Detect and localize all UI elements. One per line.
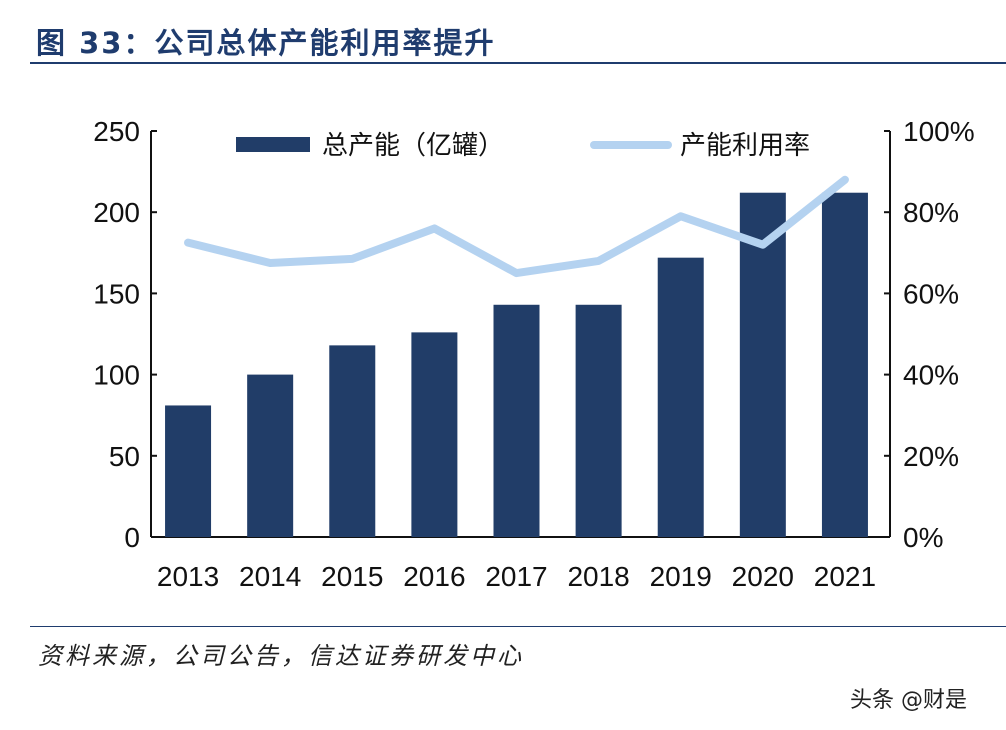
x-tick-label: 2020 <box>732 561 794 592</box>
right-tick-label: 20% <box>903 441 959 472</box>
x-tick-label: 2014 <box>239 561 301 592</box>
watermark: 头条 @财是 <box>850 688 967 713</box>
left-tick-label: 250 <box>93 116 140 147</box>
bar-2019 <box>657 257 704 537</box>
bar-2018 <box>575 304 622 537</box>
bar-2016 <box>411 332 458 537</box>
right-tick-label: 60% <box>903 278 959 309</box>
bar-2017 <box>493 304 540 537</box>
x-tick-label: 2018 <box>567 561 629 592</box>
bar-2020 <box>739 192 786 537</box>
source-divider <box>30 626 1006 627</box>
left-tick-label: 0 <box>124 522 140 553</box>
legend-bar-label: 总产能（亿罐） <box>322 131 504 161</box>
left-tick-label: 50 <box>109 441 140 472</box>
right-tick-label: 40% <box>903 360 959 391</box>
bar-2015 <box>329 345 376 537</box>
left-tick-label: 150 <box>93 278 140 309</box>
bar-2021 <box>821 192 868 537</box>
bar-2014 <box>247 374 294 537</box>
bar-2013 <box>165 405 212 537</box>
x-tick-label: 2015 <box>321 561 383 592</box>
legend-bar-swatch <box>236 137 310 152</box>
right-tick-label: 80% <box>903 197 959 228</box>
source-note: 资料来源，公司公告，信达证券研发中心 <box>38 642 524 670</box>
x-tick-label: 2016 <box>403 561 465 592</box>
x-tick-label: 2019 <box>650 561 712 592</box>
legend-line-label: 产能利用率 <box>680 131 810 161</box>
x-tick-label: 2021 <box>814 561 876 592</box>
x-tick-label: 2013 <box>157 561 219 592</box>
right-tick-label: 100% <box>903 116 975 147</box>
chart-title: 图 33：公司总体产能利用率提升 <box>36 26 496 60</box>
left-tick-label: 100 <box>93 360 140 391</box>
right-tick-label: 0% <box>903 522 943 553</box>
left-tick-label: 200 <box>93 197 140 228</box>
x-tick-label: 2017 <box>485 561 547 592</box>
title-divider <box>30 62 1006 64</box>
